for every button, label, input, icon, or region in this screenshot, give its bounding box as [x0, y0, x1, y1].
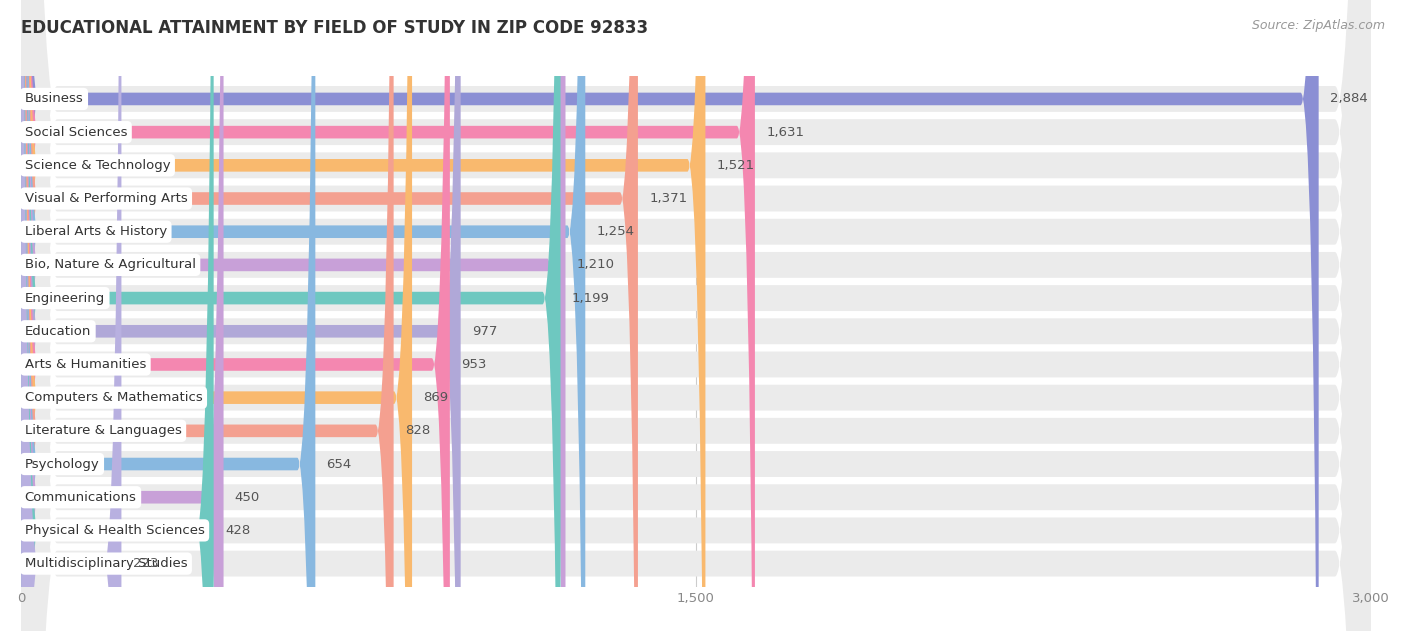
Text: Social Sciences: Social Sciences	[25, 126, 127, 139]
FancyBboxPatch shape	[21, 0, 315, 631]
FancyBboxPatch shape	[21, 0, 412, 631]
FancyBboxPatch shape	[21, 0, 1371, 631]
FancyBboxPatch shape	[21, 0, 1371, 631]
FancyBboxPatch shape	[21, 0, 585, 631]
Text: Computers & Mathematics: Computers & Mathematics	[25, 391, 202, 404]
FancyBboxPatch shape	[21, 0, 1371, 631]
FancyBboxPatch shape	[21, 0, 394, 631]
FancyBboxPatch shape	[21, 0, 1371, 631]
FancyBboxPatch shape	[21, 0, 1371, 631]
Text: Literature & Languages: Literature & Languages	[25, 424, 181, 437]
FancyBboxPatch shape	[21, 0, 1371, 631]
Text: 1,521: 1,521	[717, 159, 755, 172]
Text: Psychology: Psychology	[25, 457, 100, 471]
Text: Engineering: Engineering	[25, 292, 105, 305]
FancyBboxPatch shape	[21, 0, 1371, 631]
Text: Bio, Nature & Agricultural: Bio, Nature & Agricultural	[25, 259, 195, 271]
Text: 1,254: 1,254	[596, 225, 634, 239]
Text: 953: 953	[461, 358, 486, 371]
FancyBboxPatch shape	[21, 0, 1371, 631]
FancyBboxPatch shape	[21, 0, 561, 631]
Text: 1,199: 1,199	[572, 292, 610, 305]
FancyBboxPatch shape	[21, 0, 565, 631]
FancyBboxPatch shape	[21, 0, 1371, 631]
Text: 1,371: 1,371	[650, 192, 688, 205]
Text: 977: 977	[472, 325, 498, 338]
FancyBboxPatch shape	[21, 0, 755, 631]
Text: 450: 450	[235, 491, 260, 504]
FancyBboxPatch shape	[21, 0, 638, 631]
Text: 1,210: 1,210	[576, 259, 614, 271]
FancyBboxPatch shape	[21, 0, 1319, 631]
Text: Science & Technology: Science & Technology	[25, 159, 170, 172]
Text: Arts & Humanities: Arts & Humanities	[25, 358, 146, 371]
FancyBboxPatch shape	[21, 0, 1371, 631]
Text: Education: Education	[25, 325, 91, 338]
Text: Liberal Arts & History: Liberal Arts & History	[25, 225, 167, 239]
Text: Business: Business	[25, 93, 83, 105]
Text: 828: 828	[405, 424, 430, 437]
Text: 223: 223	[132, 557, 157, 570]
Text: Multidisciplinary Studies: Multidisciplinary Studies	[25, 557, 187, 570]
FancyBboxPatch shape	[21, 0, 1371, 631]
FancyBboxPatch shape	[21, 0, 706, 631]
Text: 1,631: 1,631	[766, 126, 804, 139]
FancyBboxPatch shape	[21, 0, 1371, 631]
Text: Visual & Performing Arts: Visual & Performing Arts	[25, 192, 187, 205]
Text: Source: ZipAtlas.com: Source: ZipAtlas.com	[1251, 19, 1385, 32]
FancyBboxPatch shape	[21, 0, 450, 631]
FancyBboxPatch shape	[21, 0, 214, 631]
FancyBboxPatch shape	[21, 0, 224, 631]
Text: Communications: Communications	[25, 491, 136, 504]
Text: 428: 428	[225, 524, 250, 537]
Text: 654: 654	[326, 457, 352, 471]
Text: 869: 869	[423, 391, 449, 404]
FancyBboxPatch shape	[21, 0, 121, 631]
FancyBboxPatch shape	[21, 0, 1371, 631]
Text: EDUCATIONAL ATTAINMENT BY FIELD OF STUDY IN ZIP CODE 92833: EDUCATIONAL ATTAINMENT BY FIELD OF STUDY…	[21, 19, 648, 37]
Text: 2,884: 2,884	[1330, 93, 1368, 105]
Text: Physical & Health Sciences: Physical & Health Sciences	[25, 524, 204, 537]
FancyBboxPatch shape	[21, 0, 1371, 631]
FancyBboxPatch shape	[21, 0, 1371, 631]
FancyBboxPatch shape	[21, 0, 461, 631]
